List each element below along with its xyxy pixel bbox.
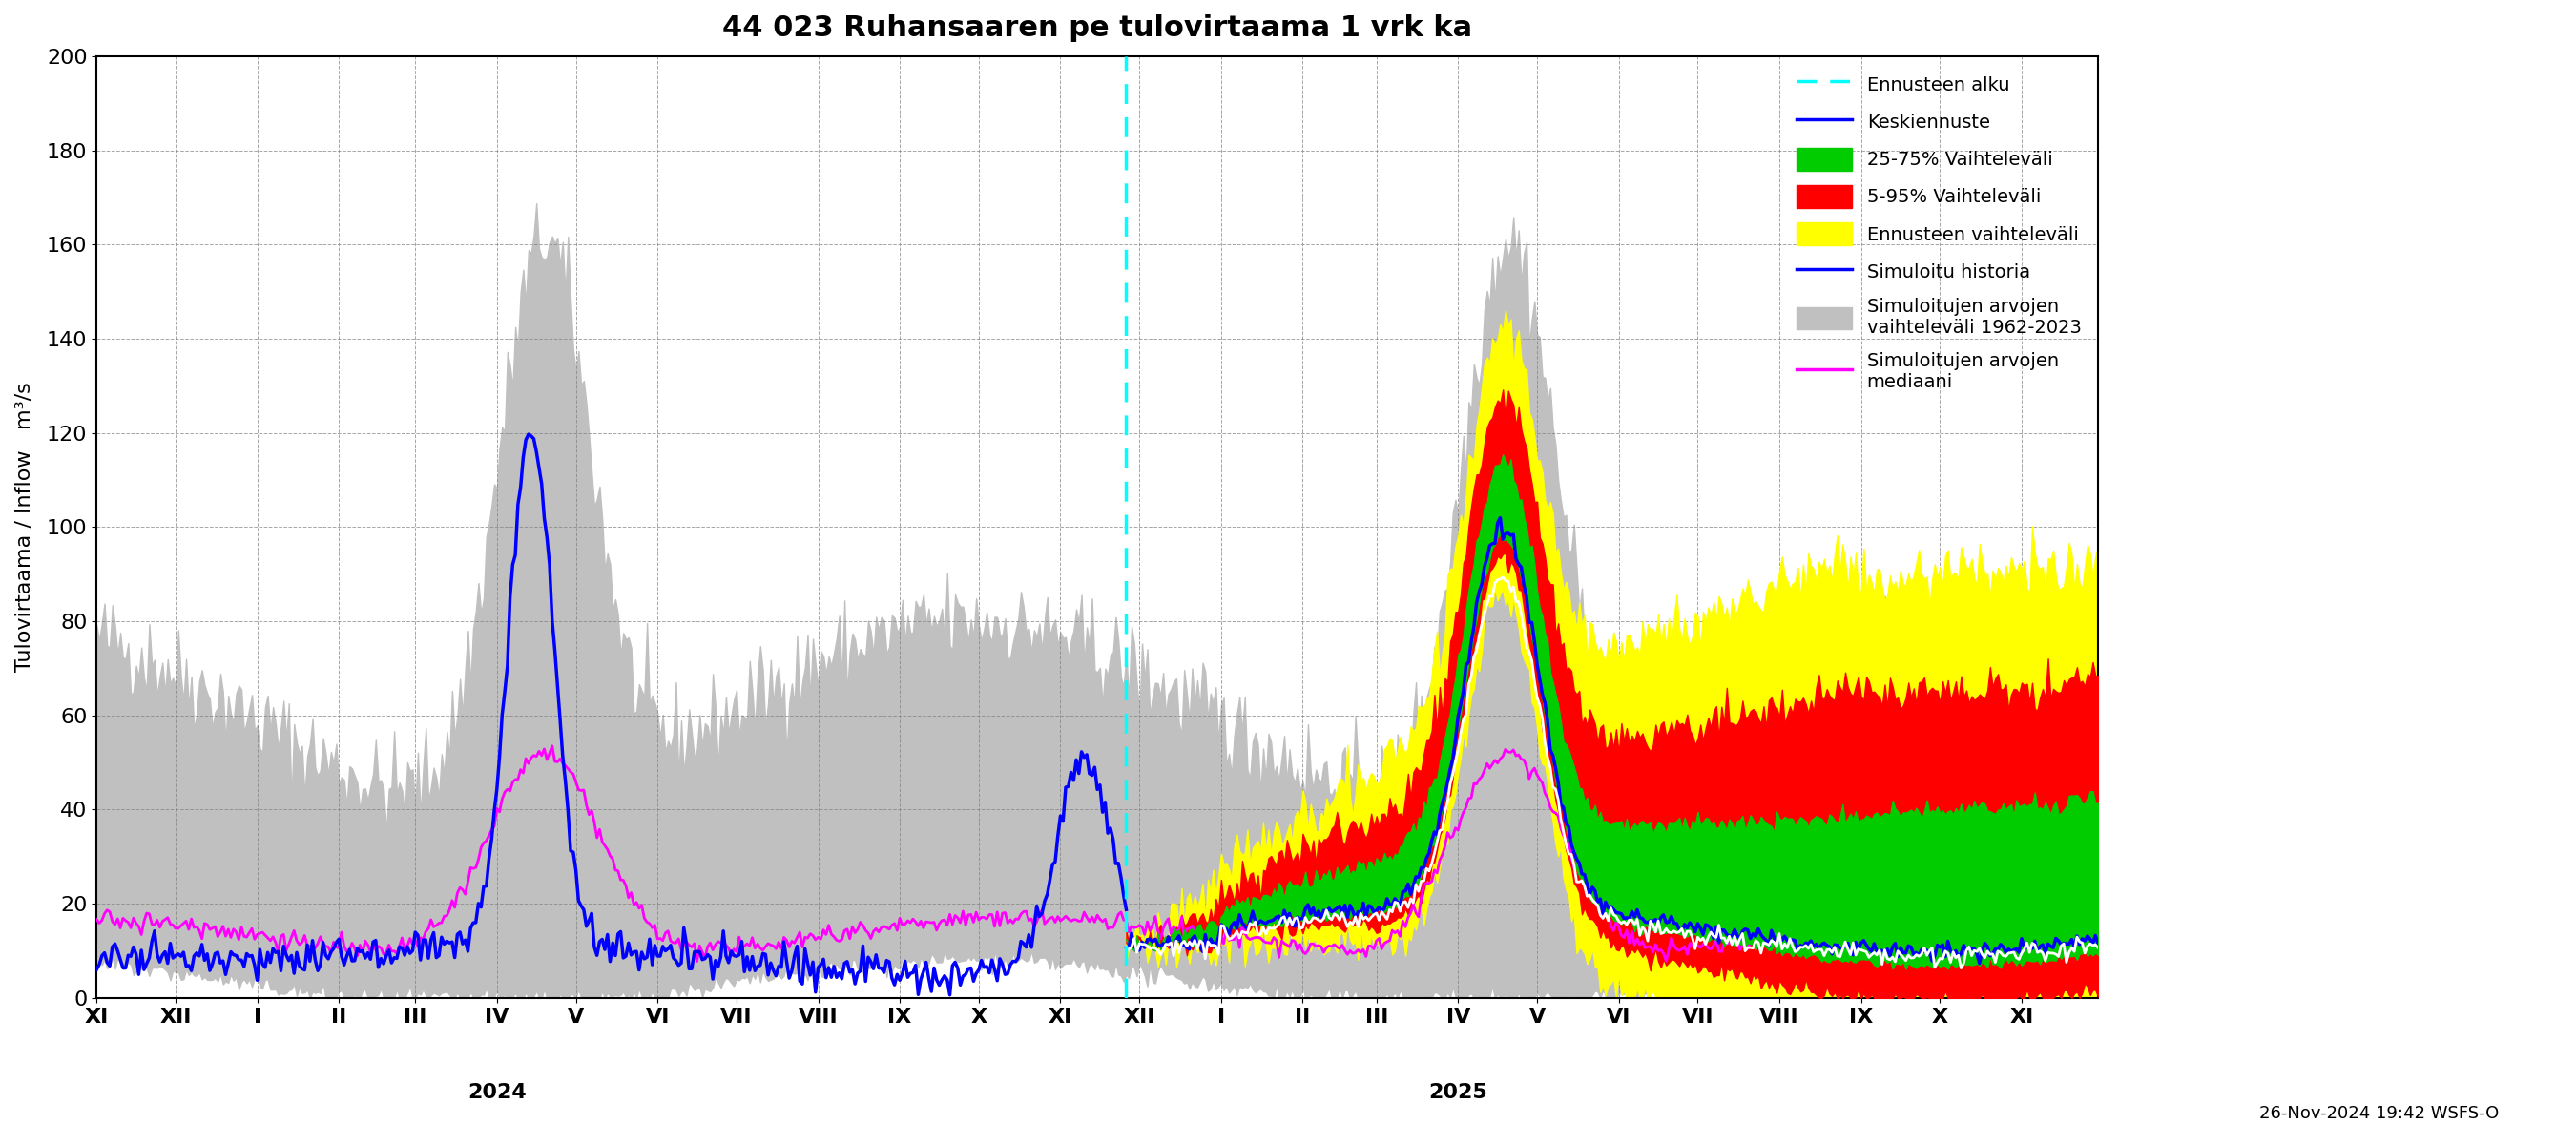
- Text: 2025: 2025: [1430, 1083, 1486, 1101]
- Text: 26-Nov-2024 19:42 WSFS-O: 26-Nov-2024 19:42 WSFS-O: [2259, 1105, 2499, 1122]
- Legend: Ennusteen alku, Keskiennuste, 25-75% Vaihteleväli, 5-95% Vaihteleväli, Ennusteen: Ennusteen alku, Keskiennuste, 25-75% Vai…: [1788, 65, 2089, 398]
- Title: 44 023 Ruhansaaren pe tulovirtaama 1 vrk ka: 44 023 Ruhansaaren pe tulovirtaama 1 vrk…: [721, 14, 1473, 42]
- Y-axis label: Tulovirtaama / Inflow   m³/s: Tulovirtaama / Inflow m³/s: [15, 382, 33, 672]
- Text: 2024: 2024: [466, 1083, 526, 1101]
